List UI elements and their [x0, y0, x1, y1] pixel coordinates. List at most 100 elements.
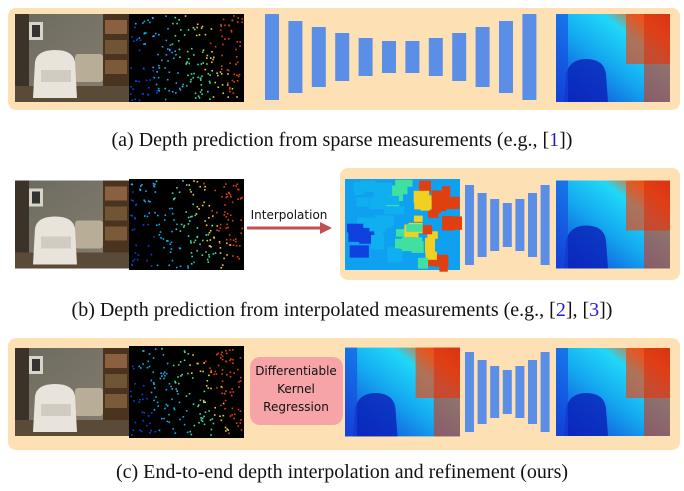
sparse-dot — [134, 382, 136, 385]
sparse-dot — [135, 80, 138, 83]
caption-text: ]) — [559, 129, 572, 151]
sparse-dot — [166, 362, 169, 365]
interp-patch — [360, 180, 376, 192]
rgb-image — [15, 348, 129, 436]
sparse-dot — [157, 214, 159, 217]
sparse-dot — [208, 80, 211, 83]
network-layer — [515, 366, 525, 418]
sparse-dot — [205, 360, 207, 363]
network-layer — [515, 199, 525, 251]
sparse-dot — [168, 264, 171, 267]
sparse-image — [129, 14, 244, 102]
sparse-dot — [175, 53, 177, 56]
network-layer — [522, 14, 537, 100]
sparse-dot — [146, 366, 149, 369]
interp-patch — [419, 180, 432, 193]
sparse-dot — [233, 417, 235, 420]
sparse-dot — [241, 227, 244, 230]
sparse-dot — [202, 401, 205, 404]
sparse-dot — [236, 61, 239, 64]
sparse-dot — [178, 247, 181, 249]
sparse-dot — [139, 398, 141, 401]
sparse-dot — [228, 24, 230, 27]
sparse-dot — [217, 352, 220, 355]
interp-patch — [428, 210, 439, 218]
sparse-dot — [189, 240, 192, 242]
sparse-dot — [222, 414, 225, 417]
sparse-dot — [217, 74, 219, 77]
sparse-dot — [197, 63, 199, 66]
sparse-dot — [199, 91, 202, 93]
sparse-dot — [138, 365, 140, 368]
sparse-dot — [237, 188, 239, 191]
depth-image — [556, 348, 670, 436]
sparse-dot — [226, 68, 229, 71]
sparse-dot — [229, 86, 231, 89]
interp-patch — [422, 225, 433, 235]
sparse-dot — [143, 215, 146, 217]
sparse-dot — [221, 369, 224, 371]
sparse-dot — [131, 99, 133, 102]
sparse-dot — [171, 259, 174, 262]
sparse-dot — [173, 198, 175, 200]
sparse-dot — [157, 76, 160, 79]
sparse-dot — [235, 63, 237, 66]
sparse-dot — [158, 67, 161, 69]
sparse-dot — [158, 89, 160, 92]
sparse-dot — [153, 236, 155, 238]
sparse-dot — [169, 44, 172, 46]
sparse-dot — [133, 228, 136, 231]
sparse-dot — [173, 219, 175, 221]
sparse-dot — [138, 80, 141, 83]
sparse-dot — [225, 227, 228, 229]
sparse-dot — [146, 215, 149, 218]
sparse-dot — [171, 192, 174, 194]
sparse-dot — [231, 19, 234, 22]
sparse-dot — [173, 408, 176, 411]
sparse-dot — [240, 219, 242, 222]
sparse-dot — [218, 230, 220, 232]
sparse-dot — [194, 97, 197, 99]
sparse-dot — [197, 404, 200, 406]
sparse-dot — [185, 184, 188, 186]
sparse-dot — [195, 213, 198, 215]
sparse-dot — [207, 90, 209, 93]
sparse-dot — [164, 374, 166, 377]
sparse-dot — [179, 361, 182, 363]
network-layer — [428, 38, 443, 76]
sparse-dot — [232, 92, 235, 94]
sparse-dot — [220, 404, 222, 407]
sparse-dot — [211, 209, 213, 212]
sparse-dot — [174, 380, 176, 383]
sparse-dot — [229, 214, 232, 217]
sparse-dot — [148, 212, 151, 214]
sparse-dot — [157, 53, 159, 56]
sparse-dot — [154, 430, 157, 433]
sparse-dot — [203, 201, 205, 204]
sparse-dot — [201, 51, 204, 53]
sparse-dot — [170, 385, 172, 388]
sparse-dot — [149, 21, 151, 24]
sparse-dot — [152, 182, 155, 185]
interp-patch — [395, 179, 413, 187]
sparse-dot — [223, 214, 226, 216]
sparse-dot — [149, 79, 151, 81]
sparse-dot — [208, 374, 210, 377]
sparse-dot — [130, 395, 132, 398]
sparse-dot — [209, 57, 212, 59]
sparse-dot — [217, 86, 220, 89]
sparse-dot — [224, 399, 227, 402]
sparse-dot — [168, 48, 171, 51]
sparse-dot — [221, 355, 224, 358]
interp-image — [345, 347, 460, 437]
sparse-dot — [175, 266, 178, 269]
sparse-dot — [198, 208, 200, 210]
sparse-dot — [142, 224, 145, 226]
sparse-dot — [185, 62, 188, 64]
sparse-dot — [227, 82, 229, 84]
sparse-dot — [134, 22, 137, 25]
interp-patch — [357, 217, 375, 228]
sparse-dot — [235, 48, 237, 51]
sparse-dot — [203, 182, 206, 185]
sparse-dot — [237, 368, 239, 371]
